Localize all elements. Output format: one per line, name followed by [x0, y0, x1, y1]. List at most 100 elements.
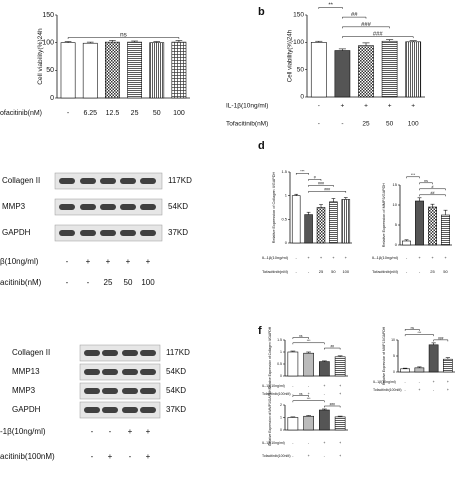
treatment-level: + — [447, 388, 449, 392]
blot-strip — [79, 363, 161, 381]
treatment-level: + — [418, 255, 421, 260]
blot-band — [122, 407, 138, 413]
treatment-level: 50 — [331, 269, 336, 274]
y-tick-label: 50 — [297, 66, 305, 73]
blot-band — [140, 350, 156, 356]
treatment-level: - — [67, 110, 70, 117]
treatment-level: - — [91, 452, 94, 461]
treatment-level: 6.25 — [83, 110, 97, 117]
bar — [105, 41, 120, 99]
treatment-level: - — [66, 257, 69, 266]
significance-label: ns — [299, 392, 303, 396]
treatment-level: + — [320, 255, 323, 260]
bar — [405, 41, 422, 98]
blot-band — [140, 388, 156, 394]
treatment-level: + — [339, 384, 341, 388]
significance-bracket — [342, 36, 414, 39]
y-tick-label: 15 — [393, 182, 398, 187]
treatment-label: Tofacitinib(100nM) — [373, 388, 402, 392]
treatment-level: + — [364, 103, 368, 110]
significance-bracket — [67, 37, 180, 39]
treatment-level: + — [418, 388, 420, 392]
significance-label: ns — [299, 334, 303, 338]
significance-bracket — [419, 194, 446, 197]
significance-bracket — [324, 347, 341, 350]
treatment-level: - — [318, 103, 320, 110]
y-axis-label: Cell viability(%)24h — [287, 29, 294, 82]
y-axis-label: Relative Expression of MMP13/GAPDH — [382, 326, 386, 385]
treatment-level: + — [106, 257, 111, 266]
treatment-level: - — [91, 427, 94, 436]
treatment-level: - — [296, 255, 298, 260]
band-size: 54KD — [168, 202, 188, 211]
treatment-label: IL-1β(10ng/ml) — [262, 255, 289, 260]
significance-label: *** — [418, 331, 422, 335]
treatment-level: - — [66, 278, 69, 287]
significance-bracket — [308, 184, 334, 187]
y-tick-label: 150 — [42, 12, 54, 19]
significance-bracket — [342, 26, 390, 29]
treatment-level: + — [86, 257, 91, 266]
significance-bracket — [342, 16, 367, 19]
treatment-level: + — [146, 452, 151, 461]
treatment-level: + — [323, 441, 325, 445]
treatment-label: Tofacitinib(nM) — [372, 269, 399, 274]
treatment-label: IL-1β(10ng/ml) — [372, 255, 399, 260]
treatment-label: Tofacitinib(100nM) — [262, 392, 291, 396]
treatment-level: 25 — [131, 110, 139, 117]
treatment-level: 50 — [386, 121, 394, 128]
treatment-level: + — [126, 257, 131, 266]
y-axis-label: Cell viability(%)24h — [37, 28, 44, 85]
treatment-level: + — [339, 454, 341, 458]
y-tick-label: 5 — [395, 222, 398, 227]
blot-band — [120, 230, 136, 236]
treatment-level: - — [129, 452, 132, 461]
treatment-level: - — [433, 388, 435, 392]
significance-label: ** — [328, 2, 333, 8]
treatment-level: 25 — [430, 269, 435, 274]
blot-band — [140, 407, 156, 413]
significance-label: ## — [351, 12, 358, 18]
treatment-level: - — [324, 454, 326, 458]
treatment-level: + — [128, 427, 133, 436]
treatment-level: + — [431, 255, 434, 260]
y-tick-label: 0 — [285, 240, 288, 245]
treatment-level: + — [341, 103, 345, 110]
treatment-level: - — [308, 384, 310, 388]
treatment-level: 100 — [141, 278, 155, 287]
treatment-level: + — [323, 384, 325, 388]
blot-band — [84, 369, 100, 375]
y-tick-label: 1 — [285, 193, 288, 198]
treatment-label: Tofacitinib(100nM) — [262, 454, 291, 458]
y-tick-label: 0.5 — [277, 362, 282, 366]
treatment-label: -1β(10ng/ml) — [0, 427, 46, 436]
bar — [402, 240, 411, 246]
treatment-level: - — [406, 255, 408, 260]
band-size: 117KD — [168, 176, 192, 185]
bar — [443, 358, 453, 373]
bar — [291, 195, 301, 244]
y-tick-label: 100 — [42, 40, 54, 47]
treatment-level: + — [146, 257, 151, 266]
y-axis-label: Relative Expression of MMP3/GAPDH — [382, 183, 386, 248]
significance-bracket — [292, 395, 309, 397]
treatment-level: - — [308, 441, 310, 445]
blot-band — [80, 178, 96, 184]
significance-bracket — [318, 7, 343, 9]
treatment-level: + — [345, 255, 348, 260]
blot-band — [140, 230, 156, 236]
significance-bracket — [419, 188, 446, 191]
bar — [428, 344, 439, 373]
significance-bracket — [324, 405, 341, 408]
y-tick-label: 100 — [293, 39, 304, 46]
significance-bracket — [292, 342, 325, 345]
significance-bracket — [419, 182, 433, 185]
significance-label: ns — [424, 179, 428, 183]
treatment-level: + — [307, 255, 310, 260]
treatment-level: 50 — [124, 278, 133, 287]
bar — [415, 200, 424, 246]
treatment-level: - — [308, 269, 310, 274]
significance-label: # — [432, 185, 434, 189]
y-tick-label: 150 — [293, 12, 304, 19]
band-size: 37KD — [168, 228, 188, 237]
